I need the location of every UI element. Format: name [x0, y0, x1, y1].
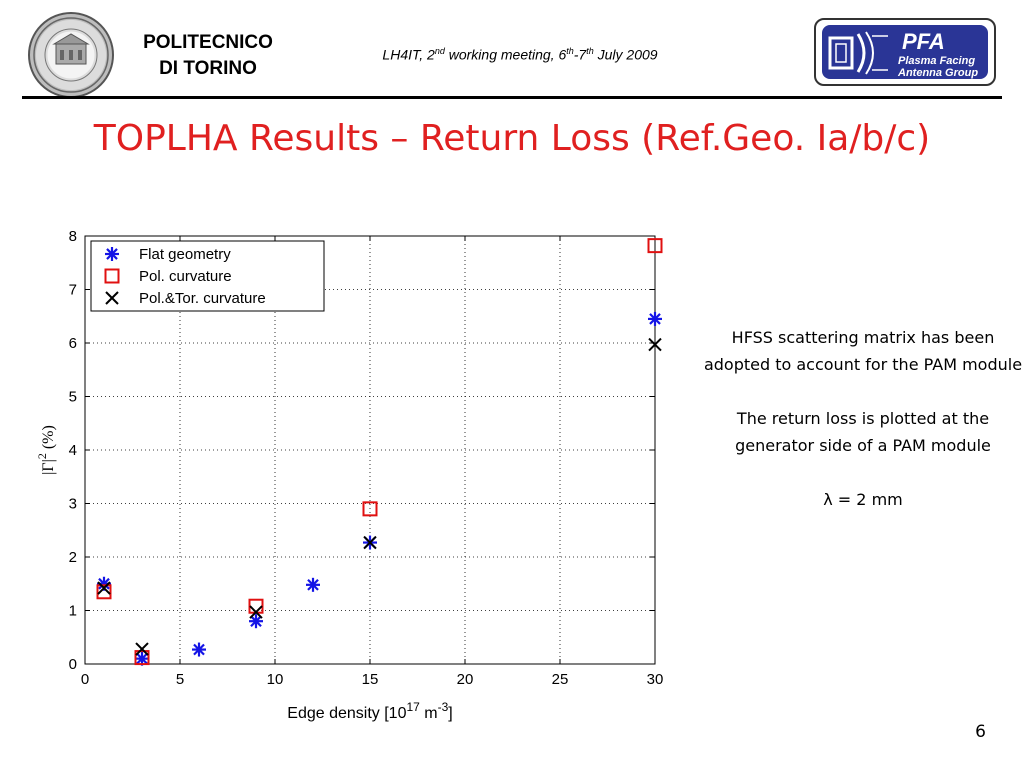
marker-stroke: [104, 268, 120, 284]
return-loss-chart: 0 5 10 15 20 25 30 0 1 2 3 4 5 6 7 8 Edge density [1017 …: [30, 220, 670, 735]
data-point-asterisk: [192, 642, 206, 657]
institution-line2: DI TORINO: [159, 58, 257, 79]
data-point-x: [135, 642, 149, 656]
data-point-square: [362, 501, 378, 517]
legend-marker: [104, 268, 120, 284]
x-axis-label-part: m: [420, 705, 438, 722]
institution-name: POLITECNICO DI TORINO: [118, 30, 298, 82]
marker-stroke: [134, 650, 150, 666]
marker-stroke: [250, 615, 262, 628]
data-point-asterisk: [249, 614, 263, 629]
institution-line1: POLITECNICO: [143, 32, 273, 53]
pfa-logo: PFA Plasma Facing Antenna Group: [814, 18, 996, 86]
data-point-square: [647, 238, 663, 254]
x-axis-label-part: Edge density [10: [287, 705, 406, 722]
x-axis-label-part: -3: [438, 700, 449, 714]
meeting-text-4: July 2009: [593, 46, 658, 63]
x-axis-label-part: ]: [448, 705, 452, 722]
y-axis-label-part: (%): [40, 425, 57, 453]
y-tick-label: 8: [69, 228, 77, 245]
politecnico-seal-logo: [28, 12, 114, 98]
chart-svg: 0 5 10 15 20 25 30 0 1 2 3 4 5 6 7 8 Edge density [1017 …: [35, 228, 664, 722]
marker-stroke: [249, 605, 263, 619]
y-axis-label-part: 2: [35, 453, 49, 459]
x-tick-label: 30: [647, 671, 664, 688]
note-2: The return loss is plotted at the genera…: [735, 409, 991, 455]
marker-stroke: [106, 248, 118, 260]
legend-marker: [105, 291, 119, 305]
pfa-logo-panel: PFA Plasma Facing Antenna Group: [822, 25, 988, 79]
marker-stroke: [307, 579, 319, 591]
meeting-text-2: working meeting, 6: [444, 46, 567, 63]
y-tick-label: 4: [69, 442, 77, 459]
marker-stroke: [136, 652, 148, 665]
meeting-sup-1: nd: [434, 46, 445, 56]
marker-stroke: [647, 238, 663, 254]
x-axis-label-part: 17: [406, 700, 420, 714]
legend: Flat geometry Pol. curvature Pol.&Tor. cur…: [90, 240, 325, 312]
x-tick-label: 0: [81, 671, 89, 688]
pfa-line2: Antenna Group: [898, 67, 979, 79]
meeting-text-3: -7: [573, 46, 587, 63]
meeting-text-1: LH4IT, 2: [382, 46, 435, 63]
legend-label: Flat geometry: [139, 246, 231, 263]
meeting-caption: LH4IT, 2nd working meeting, 6th-7th July…: [340, 46, 700, 63]
data-point-x: [97, 581, 111, 595]
legend-box: [90, 240, 325, 312]
marker-stroke: [97, 581, 111, 595]
marker-stroke: [105, 291, 119, 305]
legend-label: Pol. curvature: [139, 268, 232, 285]
x-tick-label: 10: [267, 671, 284, 688]
x-tick-label: 15: [362, 671, 379, 688]
meeting-sup-3: th: [586, 46, 594, 56]
marker-stroke: [649, 313, 661, 325]
y-tick-label: 7: [69, 282, 77, 299]
x-axis-label: Edge density [1017 m-3]: [287, 700, 452, 722]
header-divider: [22, 96, 1002, 99]
page-number: 6: [975, 722, 986, 742]
data-point-square: [96, 584, 112, 600]
slide-title: TOPLHA Results – Return Loss (Ref.Geo. I…: [93, 118, 931, 159]
marker-stroke: [362, 501, 378, 517]
x-tick-label: 5: [176, 671, 184, 688]
data-point-asterisk: [648, 311, 662, 326]
data-point-asterisk: [306, 577, 320, 592]
y-axis-label-part: |Γ|: [40, 459, 57, 475]
antenna-icon: [828, 31, 888, 75]
note-1: HFSS scattering matrix has been adopted …: [703, 328, 1023, 374]
data-point-x: [648, 337, 662, 352]
note-3: λ = 2 mm: [823, 490, 903, 509]
y-tick-label: 2: [69, 549, 77, 566]
y-axis-label: |Γ|2 (%): [35, 425, 57, 475]
pfa-acronym: PFA: [902, 29, 945, 54]
y-tick-label: 0: [69, 656, 77, 673]
marker-stroke: [648, 337, 662, 352]
data-point-x: [363, 535, 377, 550]
y-tick-label: 6: [69, 335, 77, 352]
y-tick-label: 5: [69, 389, 77, 406]
marker-stroke: [96, 584, 112, 600]
marker-stroke: [98, 577, 110, 590]
y-tick-label: 1: [69, 603, 77, 620]
y-tick-label: 3: [69, 496, 77, 513]
pfa-line1: Plasma Facing: [898, 55, 976, 67]
legend-marker: [105, 247, 119, 261]
marker-stroke: [193, 643, 205, 656]
data-point-x: [249, 605, 263, 619]
notes-panel: HFSS scattering matrix has been adopted …: [700, 324, 1024, 540]
data-point-square: [134, 650, 150, 666]
x-tick-label: 25: [552, 671, 569, 688]
legend-label: Pol.&Tor. curvature: [139, 290, 266, 307]
marker-stroke: [363, 535, 377, 550]
x-tick-label: 20: [457, 671, 474, 688]
meeting-sup-2: th: [566, 46, 574, 56]
marker-stroke: [135, 642, 149, 656]
